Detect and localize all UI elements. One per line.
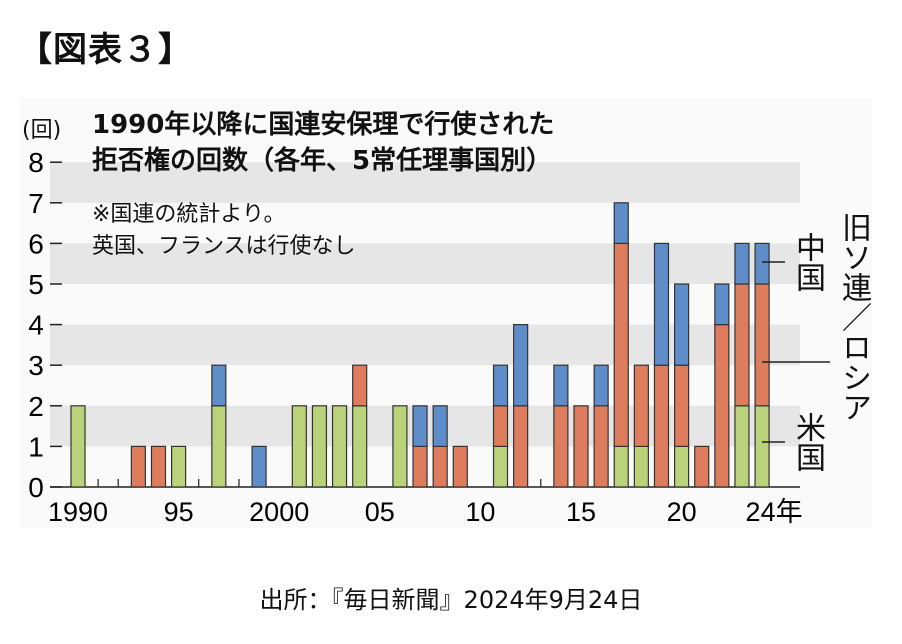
bar-us-2011 — [492, 445, 509, 488]
bar-russia-1993 — [130, 445, 146, 488]
bar-russia-2018 — [633, 364, 649, 448]
bar-russia-2020 — [673, 364, 690, 448]
y-tick-label: 7 — [28, 188, 44, 219]
bar-us-1990 — [70, 405, 86, 488]
bar-us-2023 — [734, 405, 750, 488]
y-tick-label: 1 — [28, 431, 44, 462]
bar-russia-2012 — [513, 405, 529, 488]
bar-us-2020 — [673, 445, 690, 488]
bar-us-1997 — [211, 405, 227, 488]
legend-label-russia: 旧ソ連／ロシア — [836, 212, 871, 422]
bar-russia-2004 — [352, 364, 368, 407]
y-axis-unit: (回) — [22, 118, 62, 143]
y-tick-label: 0 — [28, 472, 44, 503]
chart-note-source: ※国連の統計より。 — [92, 202, 286, 227]
bar-china-2024 — [754, 242, 770, 285]
bar-us-2006 — [392, 405, 408, 488]
y-tick-label: 5 — [28, 269, 44, 300]
bar-china-2012 — [513, 324, 529, 407]
figure-header: 【図表３】 — [18, 30, 193, 70]
grid-band — [50, 243, 800, 284]
bar-china-2020 — [673, 283, 690, 366]
bar-china-2017 — [613, 202, 629, 245]
grid-band — [50, 162, 800, 203]
bar-russia-2014 — [553, 405, 569, 488]
bar-us-2024 — [754, 405, 770, 488]
bar-russia-2008 — [432, 445, 448, 488]
bar-russia-2021 — [694, 445, 710, 488]
bar-china-2014 — [553, 364, 569, 407]
y-tick-label: 4 — [28, 310, 44, 341]
bar-china-1997 — [211, 364, 227, 407]
bar-russia-2011 — [492, 405, 509, 447]
legend-label-us: 米国 — [790, 412, 825, 472]
x-tick-label: 95 — [164, 497, 194, 527]
x-tick-label: 10 — [465, 497, 495, 527]
bar-russia-2009 — [452, 445, 468, 488]
bar-china-2008 — [432, 405, 448, 447]
legend-label-china: 中国 — [790, 232, 825, 292]
bar-china-1999 — [251, 445, 267, 488]
source-footer: 出所：『毎日新聞』2024年9月24日 — [259, 586, 643, 614]
y-tick-label: 6 — [28, 228, 44, 259]
bar-us-2001 — [291, 405, 307, 488]
bar-china-2011 — [492, 364, 509, 407]
chart-title-line1: 1990年以降に国連安保理で行使された — [92, 110, 555, 140]
bar-russia-2016 — [593, 405, 609, 488]
bar-russia-2017 — [613, 242, 629, 447]
x-tick-label: 15 — [566, 497, 596, 527]
bar-us-2004 — [352, 405, 368, 488]
bar-china-2023 — [734, 242, 750, 285]
x-tick-label: 05 — [365, 497, 395, 527]
chart-title-line2: 拒否権の回数（各年、5常任理事国別） — [92, 146, 553, 176]
y-tick-label: 8 — [28, 147, 44, 178]
x-tick-label: 24年 — [746, 497, 803, 527]
y-tick-label: 3 — [28, 350, 44, 381]
bar-russia-2019 — [653, 364, 670, 488]
bar-us-2003 — [331, 405, 348, 488]
bar-russia-1994 — [150, 445, 167, 488]
x-tick-label: 1990 — [48, 497, 108, 527]
bar-china-2016 — [593, 364, 609, 407]
bar-russia-2007 — [412, 445, 428, 488]
y-tick-label: 2 — [28, 391, 44, 422]
bar-russia-2024 — [754, 283, 770, 407]
bar-us-2018 — [633, 445, 649, 488]
bar-us-2002 — [311, 405, 328, 488]
bar-china-2022 — [714, 283, 730, 326]
bar-us-1995 — [171, 445, 187, 488]
x-tick-label: 20 — [667, 497, 697, 527]
bar-russia-2022 — [714, 324, 730, 488]
chart-note-uk-france: 英国、フランスは行使なし — [92, 234, 356, 259]
bar-us-2017 — [613, 445, 629, 488]
x-tick-label: 2000 — [249, 497, 309, 527]
bar-china-2007 — [412, 405, 428, 447]
bar-china-2019 — [653, 242, 670, 366]
bar-russia-2023 — [734, 283, 750, 407]
bar-russia-2015 — [573, 405, 589, 488]
